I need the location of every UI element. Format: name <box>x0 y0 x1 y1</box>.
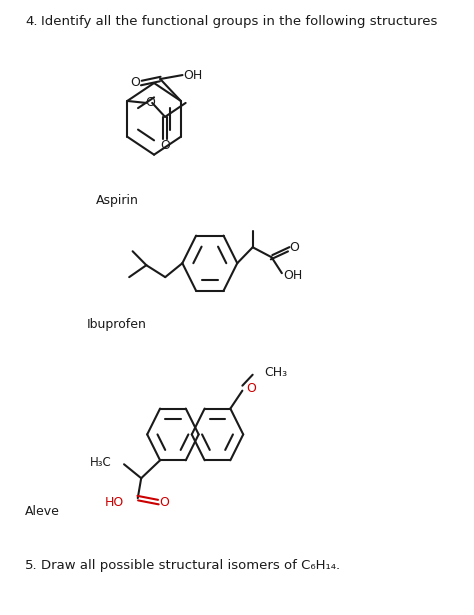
Text: Ibuprofen: Ibuprofen <box>87 318 147 331</box>
Text: H₃C: H₃C <box>90 456 112 469</box>
Text: O: O <box>159 496 169 509</box>
Text: O: O <box>246 382 256 395</box>
Text: HO: HO <box>105 496 124 509</box>
Text: O: O <box>160 139 170 153</box>
Text: O: O <box>289 241 299 254</box>
Text: O: O <box>146 97 155 109</box>
Text: OH: OH <box>283 269 302 282</box>
Text: Draw all possible structural isomers of C₆H₁₄.: Draw all possible structural isomers of … <box>41 559 340 572</box>
Text: 5.: 5. <box>26 559 38 572</box>
Text: 4.: 4. <box>26 15 38 28</box>
Text: Aspirin: Aspirin <box>96 194 138 207</box>
Text: O: O <box>130 76 140 89</box>
Text: Aleve: Aleve <box>26 505 60 518</box>
Text: Identify all the functional groups in the following structures: Identify all the functional groups in th… <box>41 15 437 28</box>
Text: OH: OH <box>183 68 202 82</box>
Text: CH₃: CH₃ <box>264 366 288 379</box>
